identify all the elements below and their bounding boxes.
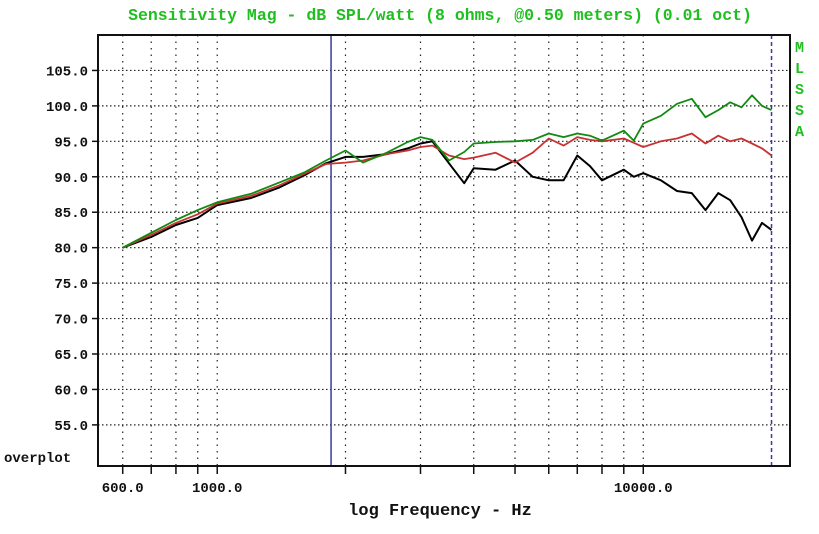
plot-frame <box>97 34 791 467</box>
x-tick-label: 1000.0 <box>192 481 242 497</box>
x-axis-label: log Frequency - Hz <box>348 502 532 521</box>
y-tick-label: 75.0 <box>54 277 88 293</box>
y-tick-label: 105.0 <box>46 64 88 80</box>
y-tick-label: 60.0 <box>54 383 88 399</box>
corner-label: overplot <box>4 451 71 467</box>
y-tick-label: 95.0 <box>54 135 88 151</box>
series-line-red <box>122 132 773 249</box>
y-tick-label: 65.0 <box>54 348 88 364</box>
brand-label: MLSSA <box>795 40 805 141</box>
y-tick-label: 85.0 <box>54 206 88 222</box>
y-tick-label: 80.0 <box>54 242 88 258</box>
x-tick-label: 600.0 <box>102 481 144 497</box>
y-tick-label: 70.0 <box>54 313 88 329</box>
y-tick-label: 100.0 <box>46 100 88 116</box>
x-tick-label: 10000.0 <box>614 481 673 497</box>
series-line-black <box>122 140 773 249</box>
series-line-green <box>122 94 772 249</box>
y-tick-label: 90.0 <box>54 171 88 187</box>
y-tick-label: 55.0 <box>54 419 88 435</box>
chart-title: Sensitivity Mag - dB SPL/watt (8 ohms, @… <box>128 6 752 25</box>
